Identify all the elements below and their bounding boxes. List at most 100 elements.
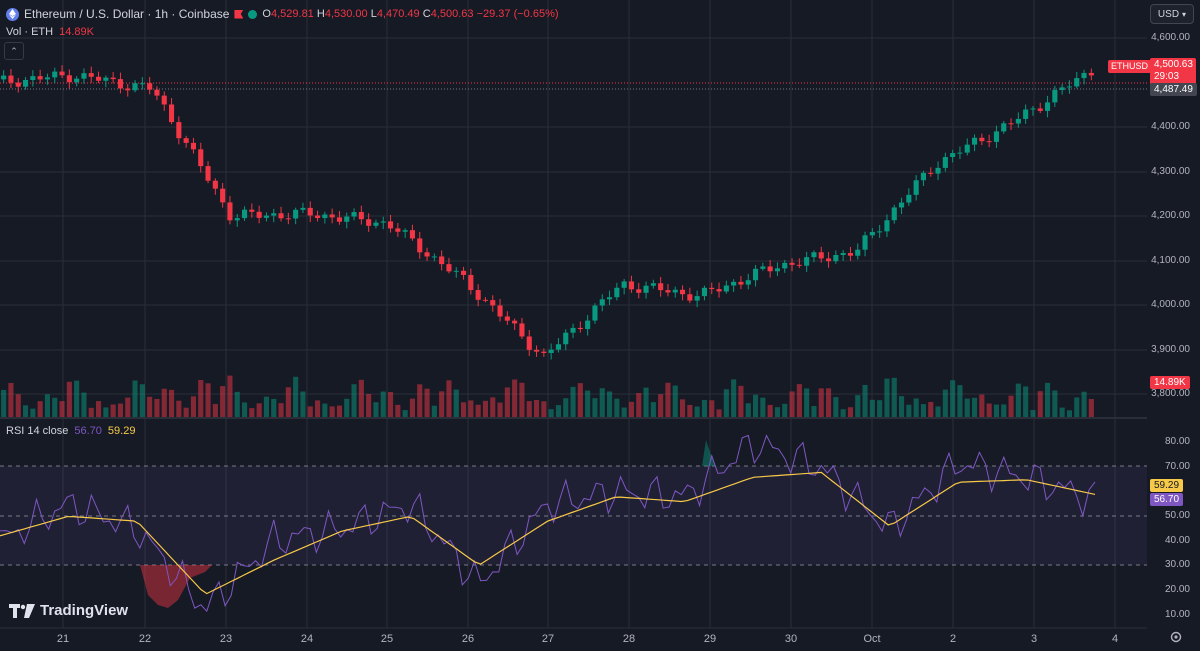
time-label: 26 [461,633,475,645]
time-label: 30 [784,633,798,645]
volume-bar [504,387,510,417]
time-label: 27 [541,633,555,645]
candle-body [417,238,423,253]
volume-bar [723,389,729,417]
volume-bar [402,410,408,417]
volume-bar [665,382,671,417]
candle-body [935,167,941,174]
ethereum-icon [6,7,19,21]
volume-value: 14.89K [59,26,94,38]
candle-body [329,214,335,218]
volume-bar [497,402,503,417]
volume-bar [818,388,824,417]
currency-select[interactable]: USD ▾ [1150,4,1194,24]
volume-bar [241,402,248,417]
candle-body [716,289,722,292]
volume-bar [869,399,875,417]
candle-body [577,327,583,330]
time-label: 24 [300,633,314,645]
volume-legend[interactable]: Vol · ETH 14.89K [6,26,94,38]
candle-body [723,285,729,292]
candle-body [110,77,116,80]
collapse-legend-button[interactable]: ⌃ [4,42,24,60]
candle-body [59,71,65,76]
price-tick: 4,200.00 [1151,210,1190,221]
volume-bar [220,386,226,417]
volume-bar [490,397,496,417]
candle-body [482,299,489,301]
candle-body [884,220,890,232]
volume-bar [694,406,700,417]
volume-bar [52,397,58,417]
time-label: 23 [219,633,233,645]
candle-body [1030,108,1036,110]
rsi-legend[interactable]: RSI 14 close 56.70 59.29 [6,425,135,437]
ohlc-values: O4,529.81 H4,530.00 L4,470.49 C4,500.63 … [262,8,559,20]
candle-body [679,289,686,295]
candle-body [709,287,715,290]
volume-bar [482,400,489,417]
volume-bar [599,388,605,417]
candle-body [497,305,503,317]
candle-body [913,180,919,195]
volume-bar [307,406,313,417]
volume-bars [1,375,1094,417]
chart-canvas[interactable] [0,0,1147,651]
volume-bar [139,384,145,417]
volume-bar [373,402,379,417]
candle-body [964,144,970,153]
candle-body [176,122,182,139]
volume-bar [979,394,985,417]
volume-bar [44,394,51,417]
time-label: 2 [949,633,957,645]
volume-bar [300,391,306,417]
time-label: 4 [1111,633,1119,645]
rsi-band [0,466,1147,565]
volume-bar [409,398,416,417]
volume-bar [468,400,474,417]
volume-bar [804,388,810,417]
volume-bar [387,392,394,417]
flag-icon[interactable] [234,9,244,19]
candle-body [898,202,905,208]
candle-body [22,79,29,87]
candle-body [928,172,934,174]
volume-bar [249,408,255,417]
candle-body [132,83,138,91]
volume-bar [628,401,635,417]
volume-bar [285,387,291,417]
candle-body [650,283,656,286]
volume-bar [964,398,970,417]
candle-body [322,214,328,218]
candle-body [1066,86,1073,88]
rsi-tick: 40.00 [1164,535,1190,546]
candle-body [8,75,14,83]
volume-label: Vol · ETH [6,26,54,38]
candle-body [950,153,956,158]
tradingview-logo[interactable]: TradingView [9,602,128,619]
candle-body [570,327,576,333]
volume-bar [519,382,525,417]
candle-body [745,280,751,285]
candle-body [366,219,372,226]
candle-body [95,76,102,81]
rsi-axis[interactable]: 80.00 70.00 50.00 40.00 30.00 20.00 10.0… [1147,419,1200,628]
candle-body [314,215,321,218]
candle-body [278,213,284,219]
candle-body [847,253,854,256]
gear-icon[interactable] [1169,630,1183,644]
time-axis[interactable]: 21 22 23 24 25 26 27 28 29 30 Oct 2 3 4 [0,629,1147,651]
candle-body [44,77,51,80]
candle-body [147,83,153,90]
volume-bar [862,384,868,417]
time-label: 21 [56,633,70,645]
candle-body [190,142,197,150]
volume-bar [424,388,430,417]
volume-bar [446,380,452,417]
volume-bar [636,393,642,417]
price-axis[interactable]: 4,600.00 4,400.00 4,300.00 4,200.00 4,10… [1147,0,1200,628]
volume-bar [950,380,956,417]
symbol-legend[interactable]: Ethereum / U.S. Dollar · 1h · Coinbase O… [6,6,559,22]
volume-bar [796,384,802,417]
candle-body [249,209,255,212]
